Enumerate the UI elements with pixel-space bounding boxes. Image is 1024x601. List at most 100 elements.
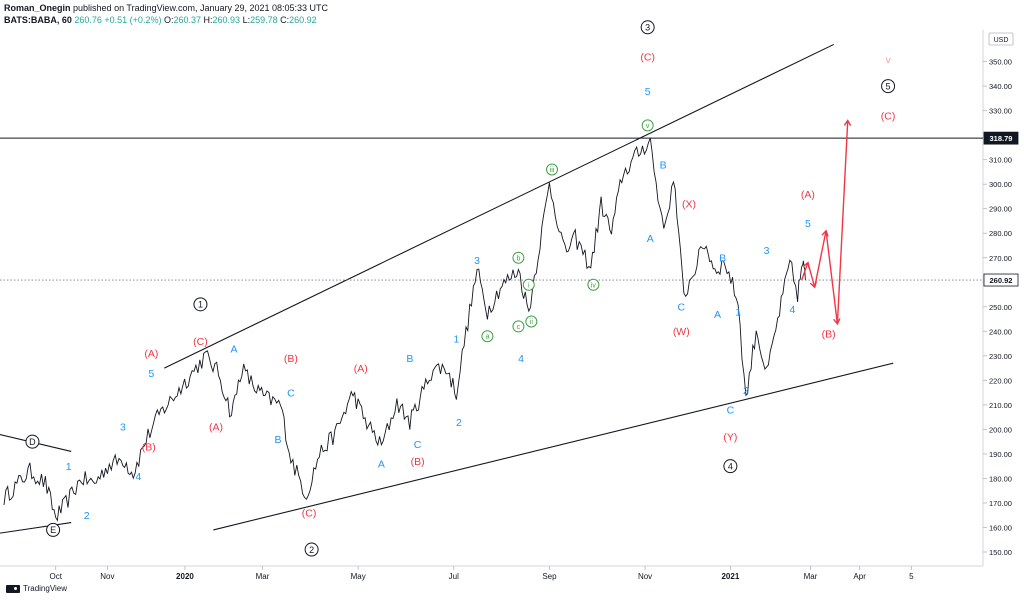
price-tick-label-8: 230.00 xyxy=(989,352,1012,361)
wave-label-56: 5 xyxy=(886,81,891,91)
wave-label-45: 1 xyxy=(735,306,741,318)
price-tick-label-0: 150.00 xyxy=(989,548,1012,557)
wave-label-48: (Y) xyxy=(723,432,737,444)
wave-label-47: C xyxy=(727,405,735,417)
wave-label-circle-17 xyxy=(304,542,319,557)
wave-label-circle-33 xyxy=(587,278,600,291)
time-tick-label-8: 2021 xyxy=(721,572,739,581)
wave-label-53: (A) xyxy=(801,189,815,201)
close-label: C: xyxy=(280,15,290,25)
price-tick-label-9: 240.00 xyxy=(989,327,1012,336)
price-marker-box-318.79 xyxy=(983,131,1019,145)
trendline-E-line xyxy=(0,522,72,534)
wave-label-19: A xyxy=(378,459,385,471)
price-series xyxy=(3,137,806,522)
wave-label-0: D xyxy=(29,437,36,447)
high-label: H: xyxy=(203,15,213,25)
wave-label-37: 3 xyxy=(645,23,650,33)
price-tick-label-4: 190.00 xyxy=(989,450,1012,459)
ohlc-bar: BATS:BABA, 60 260.76 +0.51 (+0.2%) O:260… xyxy=(4,15,317,25)
projection-segment-0 xyxy=(801,262,809,281)
wave-label-13: (B) xyxy=(284,353,298,365)
time-tick-label-5: Jul xyxy=(449,572,459,581)
wave-label-32: iii xyxy=(550,167,555,174)
wave-label-38: B xyxy=(660,159,667,171)
wave-label-circle-56 xyxy=(881,79,896,94)
time-axis[interactable]: Oct Nov 2020 Mar May Jul Sep Nov 2021 Mar Apr 5 xyxy=(49,566,914,581)
price-tick-label-16: 310.00 xyxy=(989,156,1012,165)
projection-arrowhead-4 xyxy=(843,119,852,127)
wave-label-33: iv xyxy=(591,282,597,289)
wave-label-35: 5 xyxy=(645,86,651,98)
wave-label-6: 5 xyxy=(148,368,154,380)
wave-label-12: (A) xyxy=(209,422,223,434)
time-tick-label-6: Sep xyxy=(542,572,557,581)
wave-label-54: (B) xyxy=(822,329,836,341)
wave-label-21: C xyxy=(414,439,422,451)
price-marker-label-318.79: 318.79 xyxy=(990,134,1013,143)
time-tick-label-0: Oct xyxy=(49,572,62,581)
price-tick-label-2: 170.00 xyxy=(989,499,1012,508)
wave-label-40: (X) xyxy=(682,199,696,211)
projection-segment-3 xyxy=(825,230,839,325)
wave-label-9: 1 xyxy=(198,300,203,310)
price-tick-label-20: 350.00 xyxy=(989,58,1012,67)
wave-label-7: (A) xyxy=(144,348,158,360)
wave-label-41: B xyxy=(719,253,726,265)
trendline-channel-upper xyxy=(164,43,835,369)
wave-label-circle-28 xyxy=(512,320,525,333)
price-line xyxy=(3,137,806,522)
wave-label-57: v xyxy=(885,54,891,66)
trendlines xyxy=(0,43,894,534)
wave-label-16: (C) xyxy=(302,508,317,520)
wave-label-20: B xyxy=(406,353,413,365)
price-change: +0.51 (+0.2%) xyxy=(104,15,162,25)
wave-label-49: 4 xyxy=(728,461,733,471)
open-value: 260.37 xyxy=(173,15,202,25)
price-tick-label-12: 270.00 xyxy=(989,254,1012,263)
wave-label-25: 3 xyxy=(474,255,480,267)
high-value: 260.93 xyxy=(212,15,241,25)
projection-segment-4 xyxy=(836,120,849,324)
wave-label-10: (C) xyxy=(193,336,208,348)
price-markers: 318.79 260.92 xyxy=(0,131,1019,287)
wave-label-31: 4 xyxy=(518,353,524,365)
wave-labels: D E 1 2 3 4 5 (A) (B) 1 (C) A (A) (B) C B (C) 2 (A) A B C (B) 2… xyxy=(25,20,896,557)
wave-label-1: E xyxy=(50,525,56,535)
price-marker-label-260.92: 260.92 xyxy=(990,276,1013,285)
price-tick-label-7: 220.00 xyxy=(989,376,1012,385)
open-label: O: xyxy=(163,15,174,25)
wave-label-23: 2 xyxy=(456,417,462,429)
last-price: 260.76 xyxy=(74,15,102,25)
time-tick-label-3: Mar xyxy=(256,572,270,581)
wave-label-52: 5 xyxy=(805,218,811,230)
wave-label-26: a xyxy=(485,334,489,341)
wave-label-18: (A) xyxy=(354,363,368,375)
projection-path xyxy=(801,119,852,326)
wave-label-circle-30 xyxy=(525,315,538,328)
wave-label-circle-32 xyxy=(546,163,559,176)
wave-label-circle-29 xyxy=(522,278,535,291)
wave-label-36: (C) xyxy=(640,51,655,63)
wave-label-42: C xyxy=(677,302,685,314)
wave-label-3: 2 xyxy=(84,510,90,522)
wave-label-circle-49 xyxy=(723,459,738,474)
price-tick-label-18: 330.00 xyxy=(989,107,1012,116)
wave-label-11: A xyxy=(231,343,238,355)
price-tick-label-1: 160.00 xyxy=(989,523,1012,532)
low-value: 259.78 xyxy=(250,15,278,25)
time-tick-label-4: May xyxy=(351,572,366,581)
price-tick-label-6: 210.00 xyxy=(989,401,1012,410)
price-tick-label-19: 340.00 xyxy=(989,82,1012,91)
tradingview-logo: TradingView xyxy=(6,584,67,593)
currency-label: USD xyxy=(994,37,1009,44)
price-tick-label-15: 300.00 xyxy=(989,180,1012,189)
wave-label-34: v xyxy=(646,123,650,130)
price-tick-label-10: 250.00 xyxy=(989,303,1012,312)
wave-label-circle-0 xyxy=(25,434,40,449)
time-tick-label-1: Nov xyxy=(100,572,114,581)
price-tick-label-14: 290.00 xyxy=(989,205,1012,214)
wave-label-24: 1 xyxy=(453,333,459,345)
trendline-channel-lower xyxy=(213,362,894,531)
